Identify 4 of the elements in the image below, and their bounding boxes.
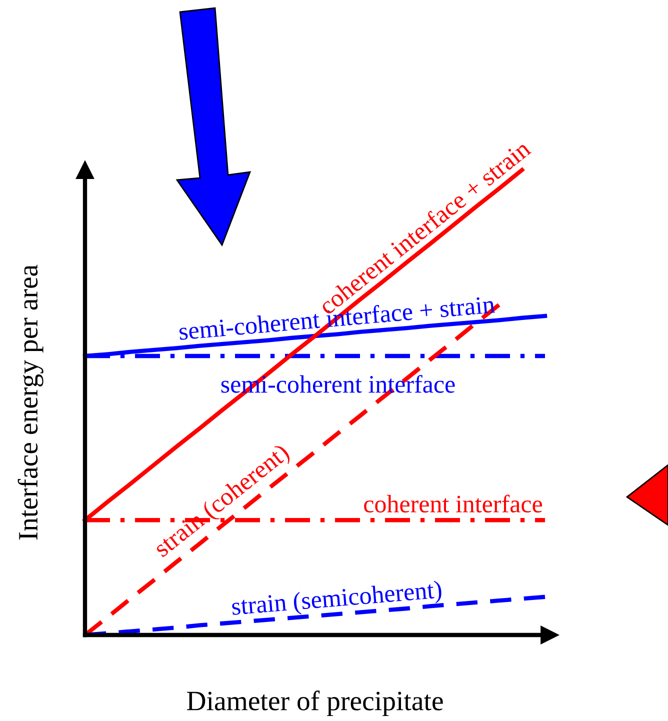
y-axis-title: Interface energy per area xyxy=(18,264,44,540)
series-label: coherent interface xyxy=(364,494,542,513)
x-axis-title: Diameter of precipitate xyxy=(187,690,443,716)
series-label: strain (semicoherent) xyxy=(231,580,442,620)
